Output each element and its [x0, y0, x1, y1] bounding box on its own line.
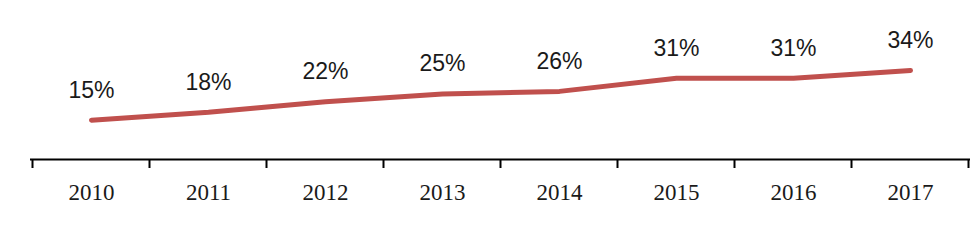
svg-text:25%: 25% — [419, 50, 465, 76]
svg-text:31%: 31% — [653, 35, 699, 61]
svg-text:2016: 2016 — [771, 180, 817, 205]
svg-text:2012: 2012 — [303, 180, 349, 205]
svg-text:2014: 2014 — [537, 180, 584, 205]
svg-text:2015: 2015 — [654, 180, 700, 205]
svg-text:31%: 31% — [770, 35, 816, 61]
svg-text:2017: 2017 — [888, 180, 934, 205]
svg-text:18%: 18% — [185, 69, 231, 95]
svg-text:22%: 22% — [302, 58, 348, 84]
svg-text:34%: 34% — [887, 27, 933, 53]
svg-text:26%: 26% — [536, 48, 582, 74]
svg-text:2013: 2013 — [420, 180, 466, 205]
svg-text:2010: 2010 — [69, 180, 115, 205]
svg-text:15%: 15% — [68, 77, 114, 103]
svg-text:2011: 2011 — [186, 180, 231, 205]
